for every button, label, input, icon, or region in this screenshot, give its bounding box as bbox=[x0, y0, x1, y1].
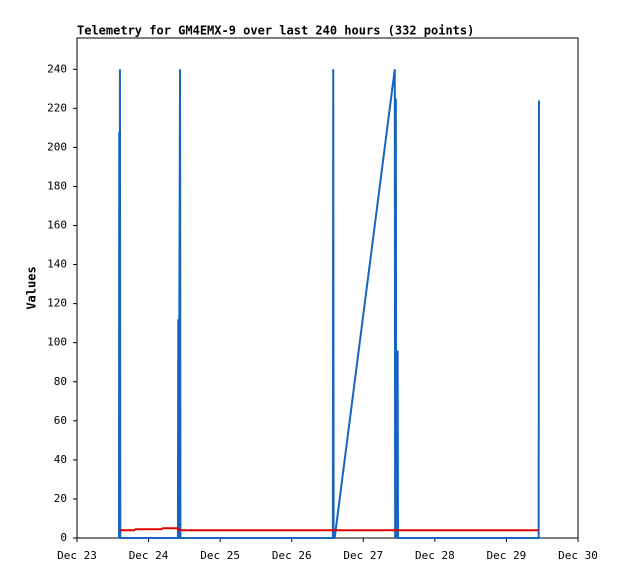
y-tick-label: 60 bbox=[54, 414, 67, 427]
y-tick-label: 240 bbox=[47, 62, 67, 75]
x-tick-label: Dec 25 bbox=[200, 549, 240, 562]
x-tick-label: Dec 28 bbox=[415, 549, 455, 562]
x-tick-label: Dec 27 bbox=[343, 549, 383, 562]
x-tick-label: Dec 23 bbox=[57, 549, 97, 562]
plot-frame bbox=[76, 37, 579, 539]
x-tick-label: Dec 24 bbox=[129, 549, 169, 562]
x-tick-label: Dec 30 bbox=[558, 549, 598, 562]
y-tick-label: 20 bbox=[54, 492, 67, 505]
x-tick-label: Dec 29 bbox=[487, 549, 527, 562]
series-line bbox=[119, 527, 539, 532]
chart-title: Telemetry for GM4EMX-9 over last 240 hou… bbox=[77, 24, 474, 38]
y-tick-label: 160 bbox=[47, 219, 67, 232]
y-tick-label: 0 bbox=[60, 531, 67, 544]
y-tick-label: 100 bbox=[47, 336, 67, 349]
y-axis-label: Values bbox=[25, 266, 39, 309]
y-tick-label: 200 bbox=[47, 140, 67, 153]
x-tick-label: Dec 26 bbox=[272, 549, 312, 562]
y-tick-label: 140 bbox=[47, 258, 67, 271]
y-tick-label: 120 bbox=[47, 297, 67, 310]
y-tick-label: 80 bbox=[54, 375, 67, 388]
y-tick-label: 180 bbox=[47, 179, 67, 192]
y-tick-label: 220 bbox=[47, 101, 67, 114]
series-line bbox=[118, 69, 540, 539]
y-tick-label: 40 bbox=[54, 453, 67, 466]
